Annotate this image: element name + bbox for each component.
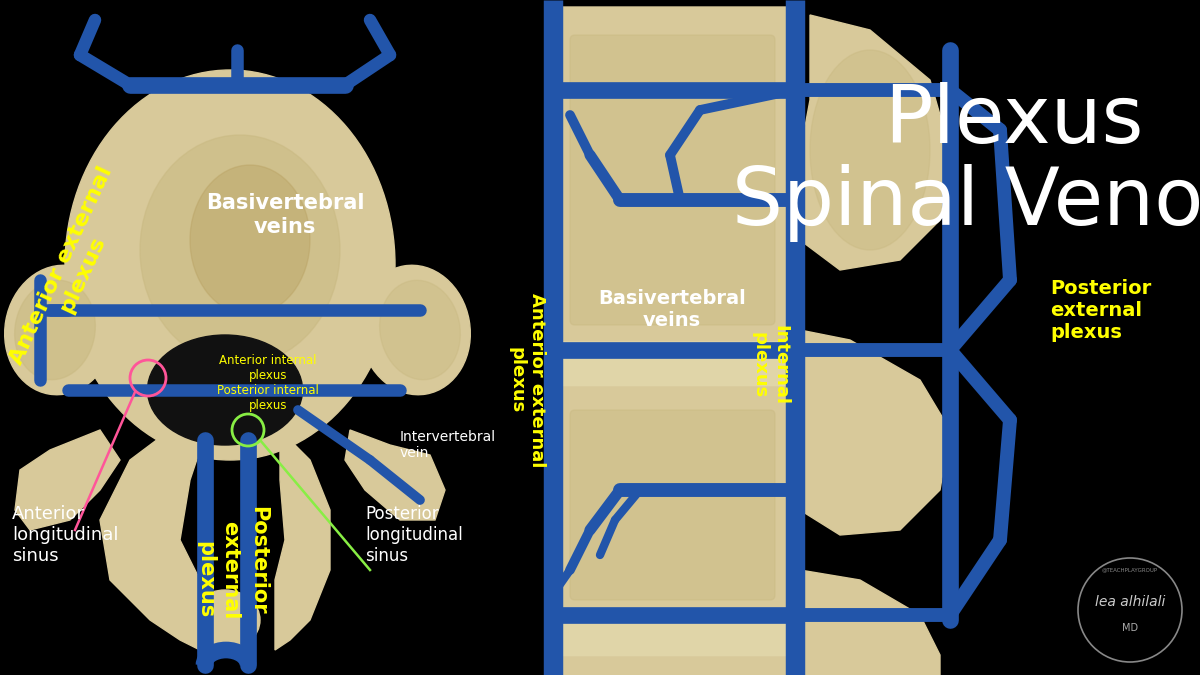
Text: Basivertebral
veins: Basivertebral veins — [205, 194, 365, 237]
FancyBboxPatch shape — [547, 387, 798, 623]
Ellipse shape — [148, 335, 302, 445]
Text: Anterior
longitudinal
sinus: Anterior longitudinal sinus — [12, 505, 119, 565]
Ellipse shape — [140, 135, 340, 365]
Text: Anterior external
plexus: Anterior external plexus — [508, 293, 546, 467]
Polygon shape — [346, 430, 445, 520]
FancyBboxPatch shape — [570, 35, 775, 325]
Text: @TEACHPLAYGROUP: @TEACHPLAYGROUP — [1102, 568, 1158, 572]
Text: MD: MD — [1122, 623, 1138, 633]
Text: Intervertebral
vein: Intervertebral vein — [400, 430, 496, 460]
Text: Posterior internal
plexus: Posterior internal plexus — [217, 384, 319, 412]
Ellipse shape — [360, 265, 470, 395]
Text: lea alhilali: lea alhilali — [1094, 595, 1165, 609]
FancyBboxPatch shape — [552, 612, 793, 663]
Text: Posterior
longitudinal
sinus: Posterior longitudinal sinus — [365, 505, 463, 565]
Ellipse shape — [65, 70, 395, 460]
Text: Anterior internal
plexus: Anterior internal plexus — [220, 354, 317, 382]
FancyBboxPatch shape — [570, 410, 775, 600]
FancyBboxPatch shape — [547, 7, 798, 353]
Polygon shape — [790, 330, 950, 535]
Polygon shape — [14, 430, 120, 530]
Polygon shape — [275, 430, 330, 650]
Polygon shape — [790, 570, 940, 675]
Text: Plexus: Plexus — [884, 82, 1144, 161]
Ellipse shape — [5, 265, 115, 395]
Ellipse shape — [810, 50, 930, 250]
Ellipse shape — [379, 280, 461, 380]
Ellipse shape — [14, 280, 95, 380]
Polygon shape — [796, 15, 950, 270]
Text: Anterior external
plexus: Anterior external plexus — [7, 163, 137, 377]
Polygon shape — [100, 430, 200, 650]
Text: Spinal Venous: Spinal Venous — [732, 163, 1200, 242]
Text: external: external — [220, 521, 240, 619]
Text: plexus: plexus — [194, 541, 215, 618]
FancyBboxPatch shape — [552, 657, 793, 675]
Text: Basivertebral
veins: Basivertebral veins — [598, 290, 746, 331]
Ellipse shape — [190, 590, 260, 650]
Text: Posterior: Posterior — [248, 506, 268, 614]
Text: Internal
plexus: Internal plexus — [751, 325, 790, 405]
Text: Posterior
external
plexus: Posterior external plexus — [1050, 279, 1151, 342]
FancyBboxPatch shape — [552, 342, 793, 398]
Ellipse shape — [190, 165, 310, 315]
